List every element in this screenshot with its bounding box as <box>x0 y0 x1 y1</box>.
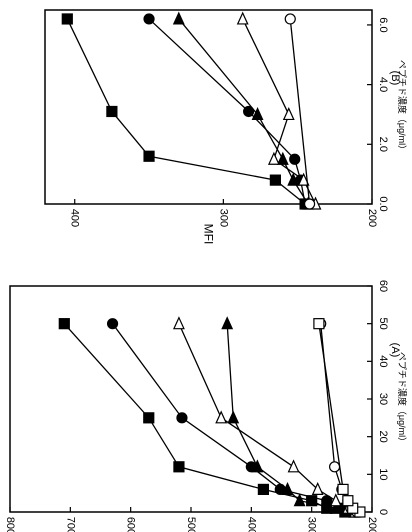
x-tick-label: 0.0 <box>377 196 389 211</box>
y-tick-label: 400 <box>245 517 257 532</box>
y-tick-label: 500 <box>185 517 197 532</box>
data-point <box>143 412 155 424</box>
data-point <box>227 410 240 424</box>
data-point <box>143 13 155 25</box>
data-point <box>251 107 264 121</box>
panel-label: (B) <box>389 71 401 86</box>
data-point <box>287 459 300 473</box>
x-tick-label: 2.0 <box>377 137 389 152</box>
chart-panel-a <box>9 285 373 518</box>
data-point <box>287 172 300 186</box>
data-point <box>173 461 185 473</box>
data-point <box>267 151 280 165</box>
x-tick-label: 50 <box>377 318 389 330</box>
data-point <box>306 495 318 507</box>
x-tick-label: 0 <box>377 509 389 515</box>
series-filled-square <box>58 318 351 518</box>
series-line <box>226 323 355 513</box>
data-point <box>251 459 264 473</box>
data-point <box>329 500 342 514</box>
data-point <box>58 318 70 330</box>
data-point <box>215 410 228 424</box>
data-point <box>284 13 296 25</box>
y-tick-label: 800 <box>4 517 16 532</box>
data-point <box>269 174 281 186</box>
x-tick-label: 10 <box>377 468 389 480</box>
series-line <box>63 323 345 513</box>
data-point <box>276 151 289 165</box>
data-point <box>257 483 269 495</box>
x-tick-label: 40 <box>377 355 389 367</box>
data-point <box>289 153 301 165</box>
series-line <box>178 323 356 513</box>
data-point <box>106 318 119 330</box>
x-axis-title: ペプチド濃度（μg/ml） <box>397 60 408 154</box>
data-point <box>106 105 118 118</box>
y-tick-label: 600 <box>125 517 137 532</box>
y-tick-label: 300 <box>217 209 229 227</box>
data-point <box>311 481 324 495</box>
x-axis-title: ペプチド濃度（μg/ml） <box>397 352 408 446</box>
series-open-circle <box>284 13 316 210</box>
data-point <box>342 495 354 507</box>
data-point <box>143 150 155 162</box>
data-point <box>328 461 341 473</box>
data-point <box>337 483 349 495</box>
data-point <box>282 107 295 121</box>
chart-panel-b <box>44 9 373 210</box>
plot-frame <box>44 9 373 205</box>
data-point <box>313 318 325 330</box>
data-point <box>221 316 234 330</box>
series-line <box>148 18 306 205</box>
data-point <box>61 13 73 25</box>
data-point <box>293 493 306 507</box>
series-line <box>66 18 306 205</box>
x-tick-label: 20 <box>377 431 389 443</box>
series-filled-triangle-left <box>221 316 360 518</box>
data-point <box>243 105 255 118</box>
y-tick-label: 700 <box>64 517 76 532</box>
data-point <box>281 481 294 495</box>
data-point <box>176 412 188 424</box>
data-point <box>297 172 310 186</box>
data-point <box>329 493 342 507</box>
data-point <box>236 11 249 25</box>
y-tick-label: 300 <box>306 517 318 532</box>
y-axis-title: MFI <box>202 224 216 245</box>
data-point <box>172 11 185 25</box>
x-tick-label: 6.0 <box>377 17 389 32</box>
y-tick-label: 400 <box>69 209 81 227</box>
series-filled-circle <box>143 13 311 210</box>
y-tick-label: 200 <box>366 209 378 227</box>
y-tick-label: 200 <box>366 517 378 532</box>
series-open-square <box>313 318 366 518</box>
data-point <box>173 316 185 330</box>
x-tick-label: 4.0 <box>377 77 389 92</box>
x-tick-label: 60 <box>377 280 389 292</box>
panel-label: (A) <box>389 343 401 358</box>
data-point <box>303 198 316 210</box>
series-line <box>320 323 358 513</box>
series-filled-triangle-left <box>172 11 315 210</box>
series-line <box>289 18 311 205</box>
x-tick-label: 30 <box>377 393 389 405</box>
series-filled-square <box>61 13 311 210</box>
